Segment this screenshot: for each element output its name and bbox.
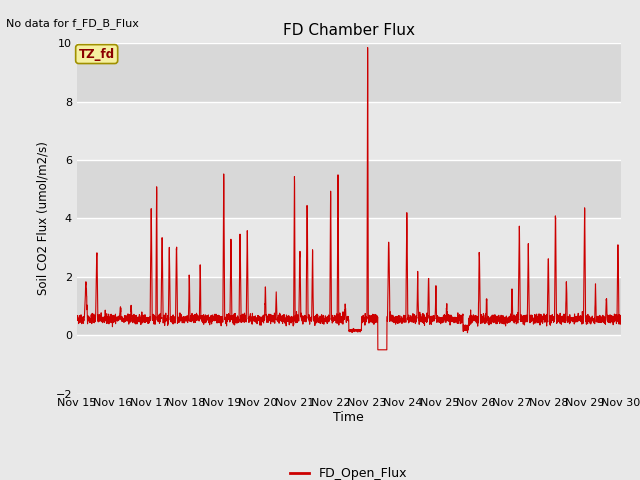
Y-axis label: Soil CO2 Flux (umol/m2/s): Soil CO2 Flux (umol/m2/s) — [37, 142, 50, 295]
Text: TZ_fd: TZ_fd — [79, 48, 115, 60]
Bar — [77, 160, 621, 218]
Bar — [77, 335, 621, 394]
X-axis label: Time: Time — [333, 411, 364, 424]
Bar — [77, 277, 621, 335]
Legend: FD_Open_Flux: FD_Open_Flux — [285, 462, 412, 480]
Bar — [77, 43, 621, 102]
Bar — [77, 218, 621, 277]
Title: FD Chamber Flux: FD Chamber Flux — [283, 23, 415, 38]
Text: No data for f_FD_B_Flux: No data for f_FD_B_Flux — [6, 18, 139, 29]
Bar — [77, 102, 621, 160]
